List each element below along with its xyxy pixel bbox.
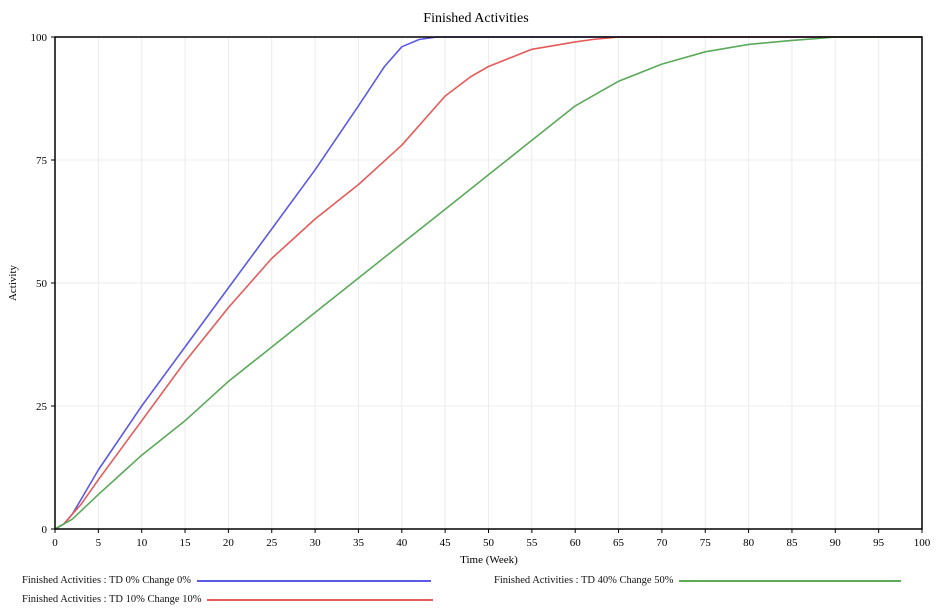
x-axis-ticks: 0 5 10 15 20 25 30 35 40 45 50 55 60 65 70 75 80 85 90 95 10… [52,529,931,549]
y-axis-ticks: 0 25 50 75 100 [31,32,55,536]
x-tick-label: 25 [266,537,278,549]
x-tick-label: 55 [526,537,538,549]
legend-item-series-1: Finished Activities : TD 0% Change 0% [22,575,431,586]
x-tick-label: 30 [310,537,322,549]
legend-label-series-1: Finished Activities : TD 0% Change 0% [22,575,191,586]
x-tick-label: 85 [786,537,798,549]
x-tick-label: 40 [396,537,408,549]
y-tick-label: 25 [36,401,48,413]
x-tick-label: 0 [52,537,58,549]
x-tick-label: 75 [700,537,712,549]
y-tick-label: 75 [36,155,48,167]
legend-item-series-3: Finished Activities : TD 40% Change 50% [494,575,902,586]
y-tick-label: 0 [42,524,48,536]
x-tick-label: 60 [570,537,582,549]
x-tick-label: 10 [136,537,148,549]
x-tick-label: 95 [873,537,885,549]
y-tick-label: 50 [36,278,48,290]
series-line-3 [54,36,922,530]
y-tick-label: 100 [31,32,48,44]
x-tick-label: 45 [440,537,452,549]
x-tick-label: 35 [353,537,365,549]
x-tick-label: 70 [656,537,668,549]
grid [55,37,922,529]
y-axis-label: Activity [7,264,19,301]
x-tick-label: 80 [743,537,755,549]
legend-item-series-2: Finished Activities : TD 10% Change 10% [22,594,434,605]
x-tick-label: 100 [914,537,931,549]
legend-swatch-series-2 [207,598,434,601]
legend-swatch-series-1 [196,579,431,582]
x-tick-label: 5 [96,537,102,549]
legend-swatch-series-3 [679,579,902,582]
x-tick-label: 15 [180,537,192,549]
legend-label-series-3: Finished Activities : TD 40% Change 50% [494,575,674,586]
legend-label-series-2: Finished Activities : TD 10% Change 10% [22,594,202,605]
x-tick-label: 65 [613,537,625,549]
x-axis-label: Time (Week) [460,554,518,566]
x-tick-label: 90 [830,537,842,549]
chart-title: Finished Activities [423,11,528,26]
x-tick-label: 20 [223,537,235,549]
x-tick-label: 50 [483,537,495,549]
plot-frame [54,36,923,530]
